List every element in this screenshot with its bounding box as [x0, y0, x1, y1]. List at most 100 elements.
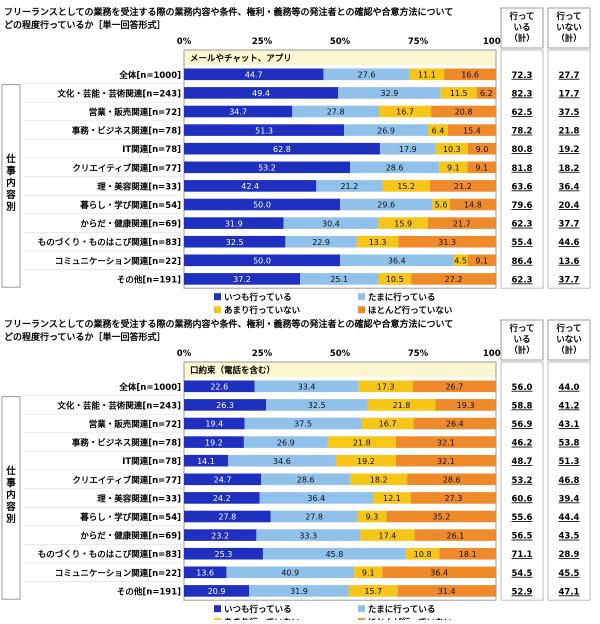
data-label: 31.9	[225, 219, 243, 228]
bar-segment	[184, 454, 228, 467]
bar-segment	[397, 585, 496, 597]
data-label: 32.1	[437, 457, 455, 466]
bar-segment	[244, 417, 362, 430]
x-tick-label: 75%	[408, 349, 429, 359]
section-label: メールやチャット、アプリ	[190, 53, 292, 64]
category-label: その他[n=191]	[117, 586, 181, 597]
summary-header-label: 行っていない（計）	[555, 323, 581, 356]
bar-segment	[184, 473, 262, 486]
data-label: 9.1	[447, 164, 460, 173]
category-label: クリエイティブ関連[n=77]	[72, 475, 181, 486]
bar-segment	[323, 68, 410, 81]
bar-segment	[361, 417, 414, 430]
bar-segment	[184, 585, 250, 597]
bar-segment	[453, 254, 468, 267]
data-label: 26.1	[446, 531, 464, 540]
bar-segment	[184, 273, 301, 285]
bar-segment	[184, 217, 284, 229]
summary-not-doing-value: 43.1	[559, 420, 580, 430]
data-label: 10.8	[414, 550, 432, 559]
summary-not-doing-value: 13.6	[559, 257, 580, 267]
data-label: 17.3	[377, 383, 395, 392]
bar-segment	[285, 235, 357, 248]
x-tick-label: 50%	[330, 37, 351, 47]
bar-segment	[300, 273, 379, 285]
data-label: 9.1	[475, 164, 488, 173]
bar-segment	[184, 105, 293, 118]
category-label: ものづくり・ものはこび関連[n=83]	[38, 549, 181, 560]
summary-column	[500, 49, 544, 289]
data-label: 26.3	[216, 401, 234, 410]
summary-not-doing-value: 28.9	[559, 550, 580, 560]
data-label: 15.4	[463, 126, 481, 135]
bar-segment	[184, 547, 263, 560]
summary-doing-value: 53.2	[512, 476, 533, 486]
x-tick-label: 100%	[483, 349, 510, 359]
data-label: 29.6	[377, 201, 395, 210]
data-label: 11.1	[418, 71, 436, 80]
bar-segment	[378, 273, 412, 285]
bar-segment	[184, 198, 340, 211]
data-label: 13.3	[369, 238, 387, 247]
bar-segment	[439, 161, 468, 174]
bar-segment	[226, 566, 355, 579]
summary-doing-value: 46.2	[512, 439, 533, 449]
category-label: 理・美容関連[n=33]	[97, 493, 181, 504]
data-label: 17.9	[399, 145, 417, 154]
data-label: 18.1	[459, 550, 477, 559]
data-label: 13.6	[196, 569, 214, 578]
data-label: 23.2	[211, 531, 229, 540]
bar-segment	[444, 68, 496, 81]
bar-segment	[379, 105, 432, 118]
summary-doing-value: 48.7	[512, 457, 533, 467]
summary-doing-value: 60.6	[512, 494, 533, 504]
bar-segment	[184, 124, 345, 136]
data-label: 14.8	[464, 201, 482, 210]
summary-not-doing-value: 39.4	[559, 494, 580, 504]
bar-segment	[316, 180, 383, 192]
summary-not-doing-value: 20.4	[559, 201, 580, 211]
summary-column	[500, 361, 544, 601]
bar-segment	[382, 180, 430, 192]
data-label: 62.8	[273, 145, 291, 154]
summary-doing-value: 86.4	[512, 257, 533, 267]
bar-segment	[467, 254, 496, 267]
data-label: 53.2	[258, 164, 276, 173]
bar-segment	[435, 399, 496, 411]
bar-segment	[395, 454, 496, 467]
bar-segment	[243, 436, 328, 448]
bar-segment	[409, 68, 445, 81]
bar-segment	[357, 510, 387, 523]
legend-label: たまに行っている	[368, 604, 435, 615]
category-label: 営業・販売関連[n=72]	[89, 419, 181, 430]
data-label: 36.4	[307, 494, 325, 503]
category-label: からだ・健康関連[n=69]	[80, 219, 181, 230]
bar-segment	[262, 547, 406, 560]
bar-segment	[382, 566, 496, 579]
data-label: 30.4	[322, 219, 340, 228]
data-label: 6.2	[480, 89, 493, 98]
legend-label: ほとんど行っていない	[368, 305, 452, 316]
data-label: 21.8	[353, 438, 371, 447]
summary-doing-value: 54.5	[512, 569, 533, 579]
data-label: 40.9	[281, 569, 299, 578]
legend-swatch	[358, 605, 365, 613]
bar-segment	[184, 68, 324, 81]
data-label: 15.7	[364, 587, 382, 596]
summary-doing-value: 58.8	[512, 401, 533, 411]
legend-label: いつも行っている	[224, 604, 292, 615]
data-label: 6.4	[432, 126, 445, 135]
bar-segment	[429, 180, 496, 192]
summary-not-doing-value: 44.4	[559, 513, 580, 523]
summary-not-doing-value: 36.4	[559, 182, 580, 192]
bar-segment	[386, 510, 497, 523]
data-label: 51.3	[255, 126, 273, 135]
group-label: 仕事内容別	[5, 465, 16, 525]
bar-segment	[184, 142, 380, 155]
summary-doing-value: 82.3	[512, 89, 533, 99]
data-label: 18.2	[370, 476, 388, 485]
data-label: 36.4	[430, 569, 448, 578]
bar-segment	[467, 161, 496, 174]
bar-segment	[338, 87, 441, 99]
bar-segment	[340, 198, 433, 211]
